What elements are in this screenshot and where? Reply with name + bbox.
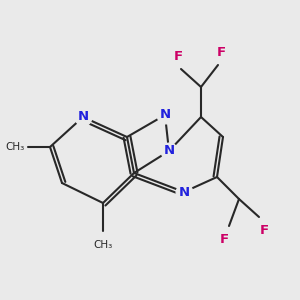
Text: F: F (219, 233, 229, 246)
Text: CH₃: CH₃ (6, 142, 25, 152)
Text: F: F (173, 50, 183, 63)
Text: N: N (159, 109, 171, 122)
Text: CH₃: CH₃ (93, 240, 112, 250)
Text: N: N (164, 145, 175, 158)
Text: F: F (216, 46, 226, 59)
Text: F: F (260, 224, 268, 237)
Text: N: N (178, 185, 190, 199)
Text: N: N (77, 110, 88, 124)
